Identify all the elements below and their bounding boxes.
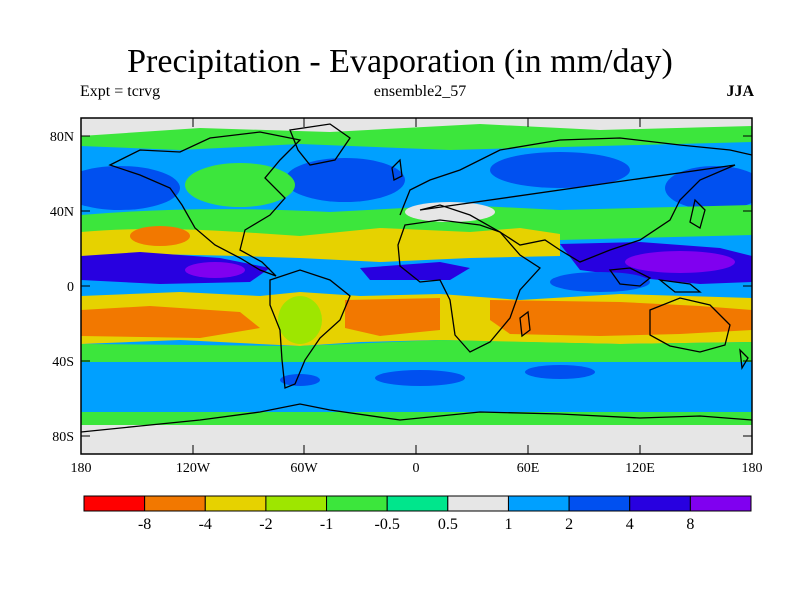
lat-labels: 80N 40N 0 40S 80S	[50, 130, 74, 445]
lon-label-60w: 60W	[290, 461, 318, 476]
colorbar-box-1	[144, 495, 206, 512]
lon-labels: 180 120W 60W 0 60E 120E 180	[71, 461, 763, 476]
siberia-wet-region	[490, 152, 630, 188]
coast-north-america	[108, 131, 302, 277]
coast-eurasia	[399, 137, 752, 263]
colorbar-box-4	[326, 495, 388, 512]
coast-japan	[689, 198, 706, 229]
north-pacific-subtropical-high	[130, 226, 190, 246]
south-pacific-dry-core	[81, 306, 260, 338]
lon-label-120w: 120W	[176, 461, 211, 476]
lon-label-180-left: 180	[71, 461, 92, 476]
colorbar-label: 0.5	[438, 516, 458, 533]
southern-ocean-wet-3	[280, 374, 320, 386]
lat-label-80n: 80N	[50, 130, 74, 145]
north-atlantic-storm-track	[285, 158, 405, 202]
coast-africa	[397, 219, 541, 353]
lat-label-40n: 40N	[50, 205, 74, 220]
lon-ticks	[192, 118, 641, 454]
southern-ocean-wet-2	[525, 365, 595, 379]
lon-label-60e: 60E	[517, 461, 540, 476]
itcz-pacific-east-core	[185, 262, 245, 278]
colorbar-box-5	[386, 495, 449, 512]
colorbar-label: 8	[686, 516, 694, 533]
colorbar-label: 1	[504, 516, 512, 533]
experiment-label: Expt = tcrvg	[80, 83, 161, 100]
north-subtropics-dry	[81, 228, 560, 262]
colorbar-label: 4	[626, 516, 634, 533]
asian-monsoon-core	[625, 251, 735, 273]
colorbar-label: -4	[199, 516, 212, 533]
colorbar-box-10	[689, 495, 752, 512]
colorbar-label: -2	[259, 516, 272, 533]
colorbar-box-8	[568, 495, 631, 512]
north-pacific-storm-track	[81, 166, 180, 210]
colorbar-box-3	[265, 495, 328, 512]
colorbar-label: -8	[138, 516, 151, 533]
colorbar-labels: -8 -4 -2 -1 -0.5 0.5 1 2 4 8	[138, 516, 694, 533]
west-pacific-warm-pool	[550, 272, 650, 292]
lat-label-80s: 80S	[52, 430, 74, 445]
map-title: Precipitation - Evaporation (in mm/day)	[127, 43, 673, 80]
lon-label-120e: 120E	[625, 461, 655, 476]
lat-label-0: 0	[67, 280, 74, 295]
colorbar-box-9	[629, 495, 691, 512]
colorbar-box-0	[83, 495, 146, 512]
colorbar	[83, 495, 752, 512]
coast-australia	[649, 297, 731, 353]
ensemble-label: ensemble2_57	[373, 83, 467, 100]
lat-ticks	[81, 135, 752, 437]
coast-madagascar	[519, 310, 531, 338]
southern-midlatitude-green	[81, 340, 752, 366]
season-label: JJA	[726, 83, 754, 100]
colorbar-label: -1	[320, 516, 333, 533]
colorbar-label: -0.5	[375, 516, 400, 533]
lat-label-40s: 40S	[52, 355, 74, 370]
coastlines	[81, 123, 752, 433]
itcz-atlantic	[360, 262, 470, 280]
colorbar-box-7	[507, 495, 570, 512]
south-atlantic-dry-core	[345, 298, 440, 336]
coast-british-isles	[391, 158, 403, 181]
coast-maritime-continent	[608, 267, 702, 293]
southern-ocean-wet-1	[375, 370, 465, 386]
southern-ocean-blue	[81, 362, 752, 412]
lon-label-0: 0	[413, 461, 420, 476]
colorbar-box-2	[204, 495, 267, 512]
lon-label-180-right: 180	[742, 461, 763, 476]
north-pacific-storm-track-east	[665, 166, 752, 210]
colorbar-label: 2	[565, 516, 573, 533]
colorbar-box-6	[447, 495, 509, 512]
precipitation-field	[81, 118, 752, 454]
sahara-neutral	[405, 202, 495, 222]
south-america-green	[278, 296, 322, 344]
coast-south-america	[269, 269, 351, 389]
coast-new-zealand	[739, 348, 749, 370]
arctic-green-band	[81, 124, 752, 150]
coast-greenland	[289, 123, 351, 166]
south-indian-australia-dry-core	[490, 300, 752, 336]
coast-antarctica	[81, 403, 752, 433]
north-america-green	[185, 163, 295, 207]
